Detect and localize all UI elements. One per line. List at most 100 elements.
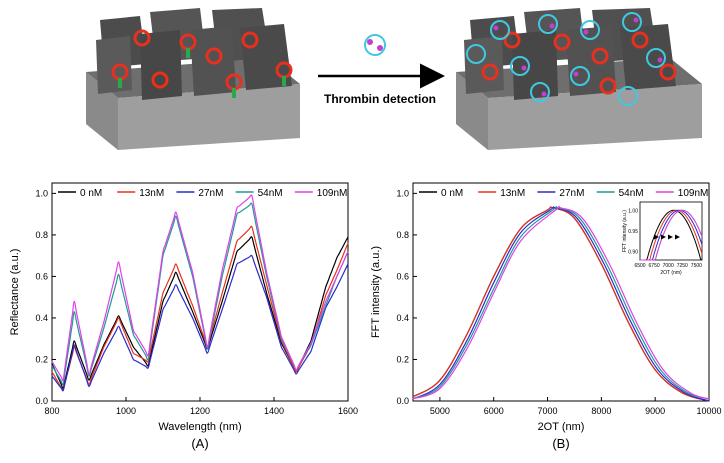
substrate-after (456, 8, 702, 150)
aptamer-icon (591, 47, 609, 65)
legend-label: 0 nM (441, 188, 463, 199)
legend-label: 0 nM (80, 188, 102, 199)
arrow-label: Thrombin detection (324, 92, 436, 106)
substrate-front-face (118, 84, 300, 150)
inset-x-tick-label: 7250 (677, 263, 688, 269)
aptamer-icon (599, 77, 617, 95)
pore-wall (96, 36, 132, 94)
thrombin-icon (530, 82, 550, 102)
aptamer-icon (631, 31, 649, 49)
x-tick-label: 9000 (645, 406, 665, 416)
thrombin-icon (510, 56, 530, 76)
shift-arrow-icon (654, 234, 659, 240)
inset-x-tick-label: 6500 (634, 263, 645, 269)
aptamer-icon (553, 33, 571, 51)
inset-series-line (640, 209, 703, 261)
thrombin-protein-icon (364, 34, 386, 56)
inset-y-axis-label: FFT intensity (a.u.) (622, 210, 628, 252)
aptamer-group (111, 29, 293, 91)
pore-wall (190, 26, 236, 96)
y-tick-label: 0.4 (396, 313, 409, 323)
inset-y-tick-label: 0.95 (628, 229, 638, 235)
y-axis-label: Reflectance (a.u.) (9, 249, 21, 336)
inset-series-line (640, 209, 703, 261)
thrombin-icon (490, 20, 510, 40)
legend: 0 nM 13nM 27nM 54nM 109nM (419, 188, 708, 199)
series-line (51, 254, 349, 392)
y-tick-label: 0.8 (396, 230, 409, 240)
plot-frame (412, 182, 710, 402)
x-tick-label: 8000 (591, 406, 611, 416)
substrate-before (86, 8, 300, 150)
inset-y-tick-label: 0.90 (628, 250, 638, 256)
linker-icon (118, 78, 122, 88)
inset-y-tick-label: 1.00 (628, 208, 638, 214)
linker-icon (186, 48, 190, 58)
legend-label: 13nM (500, 188, 525, 199)
legend-label: 27nM (198, 188, 223, 199)
thrombin-icon (538, 14, 558, 34)
x-tick-label: 5000 (430, 406, 450, 416)
legend-label: 109nM (317, 188, 348, 199)
y-tick-label: 0.0 (35, 396, 48, 406)
linker-icon (282, 76, 286, 86)
y-tick-label: 0.2 (35, 354, 48, 364)
aptamer-icon (151, 71, 169, 89)
aptamer-icon (481, 63, 499, 81)
legend-label: 109nM (678, 188, 709, 199)
legend-label: 54nM (619, 188, 644, 199)
aptamer-icon (659, 63, 677, 81)
legend-label: 54nM (258, 188, 283, 199)
linker-icon (232, 88, 236, 98)
x-tick-label: 6000 (484, 406, 504, 416)
series-line (51, 194, 349, 382)
shift-arrow-icon (668, 234, 673, 240)
fft-chart: 5000 6000 7000 8000 9000 10000 0.0 0.2 0.4 0.6 0.8… (370, 182, 722, 451)
aptamer-icon (241, 31, 259, 49)
y-tick-label: 0.6 (396, 271, 409, 281)
pore-wall (464, 36, 504, 94)
panel-label: (B) (552, 436, 569, 451)
pore-wall (512, 30, 558, 100)
x-tick-label: 1600 (338, 406, 358, 416)
aptamer-icon (503, 31, 521, 49)
shift-arrow-icon (661, 234, 666, 240)
pore-wall (140, 30, 182, 100)
series-group (412, 205, 710, 402)
thrombin-icon (646, 48, 666, 68)
aptamer-icon (205, 47, 223, 65)
thrombin-icon (622, 12, 642, 32)
thrombin-icon (580, 20, 600, 40)
inset-x-tick-label: 6750 (649, 263, 660, 269)
x-tick-label: 10000 (696, 406, 721, 416)
x-tick-label: 1400 (264, 406, 284, 416)
x-tick-label: 7000 (538, 406, 558, 416)
y-tick-label: 0.8 (35, 230, 48, 240)
x-tick-label: 1000 (116, 406, 136, 416)
inset-series-line (640, 209, 703, 261)
series-group (51, 194, 349, 392)
legend-label: 27nM (559, 188, 584, 199)
inset-x-axis-label: 2OT (nm) (660, 270, 682, 276)
y-tick-label: 0.6 (35, 271, 48, 281)
y-tick-label: 1.0 (35, 188, 48, 198)
aptamer-icon (133, 29, 151, 47)
aptamer-group (481, 31, 677, 95)
legend-label: 13nM (139, 188, 164, 199)
series-line (412, 205, 710, 400)
inset-x-tick-label: 7500 (691, 263, 702, 269)
y-tick-label: 0.2 (396, 354, 409, 364)
y-axis-label: FFT intensity (a.u.) (370, 246, 382, 338)
pore-wall (566, 26, 616, 96)
inset-x-tick-label: 7000 (663, 263, 674, 269)
shift-arrow-icon (675, 234, 680, 240)
thrombin-icon (466, 44, 486, 64)
y-tick-label: 1.0 (396, 188, 409, 198)
inset-chart: 6500 6750 7000 7250 7500 0.90 0.95 1.00 2OT (nm)… (622, 201, 703, 276)
y-tick-label: 0.0 (396, 396, 409, 406)
x-axis-label: 2OT (nm) (538, 421, 585, 433)
plot-frame (51, 182, 349, 402)
panel-label: (A) (191, 436, 208, 451)
y-tick-label: 0.4 (35, 313, 48, 323)
